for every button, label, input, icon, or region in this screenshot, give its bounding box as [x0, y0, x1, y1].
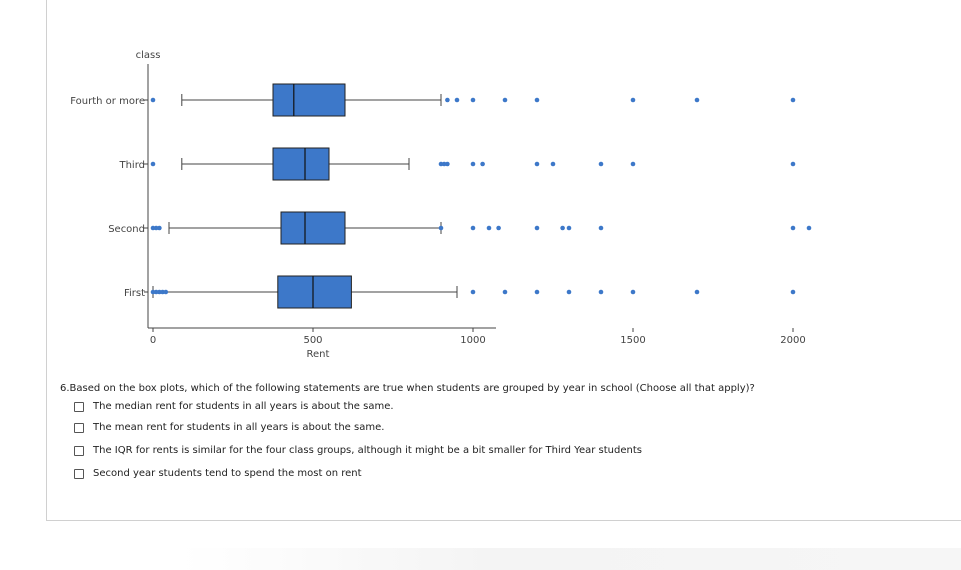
- outlier-point: [598, 161, 604, 167]
- outlier-point: [470, 97, 476, 103]
- outlier-point: [502, 97, 508, 103]
- x-axis-label: Rent: [307, 349, 330, 360]
- outlier-point: [157, 289, 162, 295]
- chart-axes: 0 500 1000 1500 2000 Fourth or more Third Secon…: [70, 64, 806, 346]
- outlier-point: [560, 225, 565, 231]
- outlier-point: [153, 289, 159, 295]
- outlier-point: [150, 161, 156, 167]
- x-tick-label: 0: [150, 335, 156, 346]
- x-tick-label: 1500: [620, 335, 645, 346]
- outlier-point: [534, 289, 540, 295]
- x-tick-label: 2000: [780, 335, 805, 346]
- outlier-point: [480, 161, 485, 167]
- outlier-point: [630, 161, 636, 167]
- question-text: 6.Based on the box plots, which of the f…: [60, 383, 755, 394]
- box-plot-chart: 0 500 1000 1500 2000 Fourth or more Third Secon…: [70, 50, 812, 360]
- outlier-point: [445, 97, 450, 103]
- iqr-box: [277, 275, 352, 309]
- category-label: Fourth or more: [70, 96, 145, 107]
- outlier-point: [496, 225, 501, 231]
- outlier-point: [454, 97, 460, 103]
- checkbox[interactable]: [74, 401, 84, 412]
- outlier-point: [160, 289, 165, 295]
- bottom-shade: [180, 548, 961, 570]
- iqr-box: [272, 147, 330, 181]
- outlier-point: [150, 97, 156, 103]
- outlier-point: [566, 289, 572, 295]
- outlier-point: [470, 225, 476, 231]
- option-label: The IQR for rents is similar for the fou…: [93, 445, 642, 456]
- outlier-point: [806, 225, 812, 231]
- category-label: First: [124, 288, 145, 299]
- outlier-point: [598, 289, 604, 295]
- option-label: The mean rent for students in all years …: [93, 422, 385, 433]
- outlier-point: [598, 225, 604, 231]
- chart-boxes: [150, 83, 812, 309]
- question-panel: [46, 0, 961, 521]
- outlier-point: [550, 161, 556, 167]
- outlier-point: [790, 225, 796, 231]
- outlier-point: [534, 225, 540, 231]
- outlier-point: [630, 97, 636, 103]
- outlier-point: [470, 289, 476, 295]
- option-label: Second year students tend to spend the m…: [93, 468, 362, 479]
- outlier-point: [157, 225, 162, 231]
- outlier-point: [438, 161, 444, 167]
- outlier-point: [534, 97, 540, 103]
- checkbox[interactable]: [74, 468, 84, 479]
- iqr-box: [272, 83, 346, 117]
- outlier-point: [694, 289, 700, 295]
- outlier-point: [441, 161, 447, 167]
- box-group: [150, 211, 812, 245]
- y-axis-label: class: [136, 50, 161, 61]
- outlier-point: [438, 225, 444, 231]
- iqr-box: [280, 211, 346, 245]
- option-mean-same[interactable]: The mean rent for students in all years …: [74, 422, 384, 433]
- option-median-same[interactable]: The median rent for students in all year…: [74, 401, 394, 412]
- outlier-point: [566, 225, 572, 231]
- outlier-point: [790, 289, 796, 295]
- option-second-year-most[interactable]: Second year students tend to spend the m…: [74, 468, 362, 479]
- outlier-point: [790, 161, 796, 167]
- outlier-point: [153, 225, 159, 231]
- option-iqr-similar[interactable]: The IQR for rents is similar for the fou…: [74, 445, 642, 456]
- outlier-point: [486, 225, 492, 231]
- outlier-point: [150, 289, 156, 295]
- x-tick-label: 500: [303, 335, 322, 346]
- outlier-point: [150, 225, 156, 231]
- outlier-point: [694, 97, 700, 103]
- outlier-point: [502, 289, 508, 295]
- category-label: Third: [118, 160, 145, 171]
- outlier-point: [445, 161, 450, 167]
- box-group: [150, 83, 796, 117]
- checkbox[interactable]: [74, 445, 84, 456]
- outlier-point: [470, 161, 476, 167]
- x-tick-label: 1000: [460, 335, 485, 346]
- checkbox[interactable]: [74, 422, 84, 433]
- outlier-point: [630, 289, 636, 295]
- outlier-point: [534, 161, 540, 167]
- box-group: [150, 147, 796, 181]
- outlier-point: [790, 97, 796, 103]
- category-label: Second: [108, 224, 145, 235]
- box-group: [150, 275, 796, 309]
- outlier-point: [163, 289, 169, 295]
- option-label: The median rent for students in all year…: [93, 401, 394, 412]
